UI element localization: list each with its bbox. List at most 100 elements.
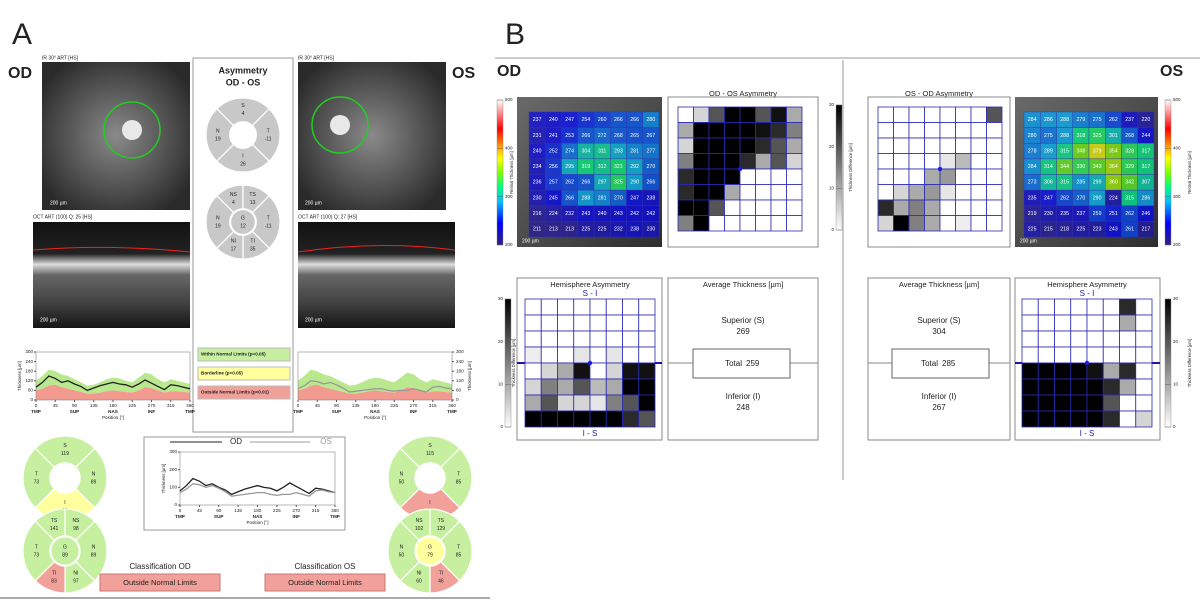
thickness-value: 329: [1125, 164, 1134, 170]
difference-cell: [908, 106, 925, 123]
difference-cell: [557, 362, 575, 380]
thickness-value: 270: [614, 195, 623, 201]
difference-cell: [1102, 346, 1120, 364]
sector-value: 119: [61, 451, 69, 457]
difference-cell: [724, 106, 741, 123]
difference-cell: [540, 314, 558, 332]
thickness-value: 354: [1109, 148, 1118, 154]
box-title: Hemisphere Asymmetry: [1047, 280, 1127, 289]
scale-label: 200 µm: [305, 317, 322, 323]
difference-cell: [1102, 330, 1120, 348]
difference-cell: [955, 153, 972, 170]
colorbar-title: Retinal Thickness [µm]: [509, 151, 514, 193]
box-title: Asymmetry: [218, 65, 267, 75]
scale-label: 200 µm: [522, 238, 539, 244]
x-tick-label: 180: [371, 403, 379, 408]
difference-cell: [908, 215, 925, 232]
sector-label: NI: [417, 571, 422, 577]
thickness-value: 266: [565, 195, 574, 201]
difference-cell: [677, 199, 694, 216]
difference-cell: [893, 199, 910, 216]
difference-cell: [622, 410, 640, 428]
legend-label: Within Normal Limits (p>0.05): [201, 352, 266, 357]
difference-cell: [540, 394, 558, 412]
difference-cell: [924, 122, 941, 139]
difference-cell: [1086, 346, 1104, 364]
difference-cell: [1021, 410, 1039, 428]
difference-cell: [1119, 362, 1137, 380]
layer-boundary: [297, 244, 456, 253]
classification-title: Classification OD: [129, 562, 191, 571]
thickness-value: 277: [647, 148, 656, 154]
thickness-value: 292: [630, 164, 639, 170]
sector-value: 89: [91, 552, 97, 558]
sector: [439, 520, 473, 582]
sector: [399, 560, 431, 594]
sector-label: NI: [73, 571, 78, 577]
difference-cell: [605, 298, 623, 316]
thickness-value: 225: [1077, 227, 1086, 233]
difference-cell: [1135, 362, 1153, 380]
colorbar-label: 20: [1173, 339, 1179, 344]
difference-cell: [939, 184, 956, 201]
sector-value: 79: [427, 552, 433, 558]
difference-cell: [877, 199, 894, 216]
difference-cell: [1021, 330, 1039, 348]
difference-cell: [739, 153, 756, 170]
difference-cell: [573, 314, 591, 332]
difference-cell: [1119, 298, 1137, 316]
sector-label: N: [92, 471, 96, 477]
x-tick-label: 45: [197, 508, 203, 513]
difference-cell: [638, 346, 656, 364]
colorbar-label: 0: [1173, 424, 1176, 429]
difference-cell: [1070, 362, 1088, 380]
x-tick-label: 315: [312, 508, 320, 513]
difference-cell: [1037, 378, 1055, 396]
layer-boundary: [32, 246, 191, 253]
scale-label: 200 µm: [305, 200, 322, 206]
thickness-value: 240: [533, 148, 542, 154]
difference-cell: [739, 215, 756, 232]
colorbar-title: Retinal Thickness [µm]: [1187, 151, 1192, 193]
difference-cell: [524, 378, 542, 396]
thickness-value: 234: [533, 164, 542, 170]
difference-cell: [1135, 314, 1153, 332]
region-label: SUP: [70, 409, 79, 414]
sector: [387, 520, 421, 582]
colorbar-label: 20: [498, 339, 504, 344]
difference-cell: [1119, 410, 1137, 428]
sector-label: TS: [249, 192, 256, 198]
average-value: 259: [746, 359, 760, 368]
difference-cell: [755, 184, 772, 201]
difference-cell: [986, 137, 1003, 154]
difference-cell: [770, 199, 787, 216]
sector-label: NS: [230, 192, 238, 198]
average-label: Inferior (I): [922, 392, 957, 401]
thickness-value: 224: [549, 211, 558, 217]
panel-letter: A: [12, 18, 32, 51]
y-tick-label: 60: [456, 388, 462, 393]
panel-letter: B: [505, 18, 525, 51]
thickness-value: 317: [1142, 164, 1151, 170]
y-tick-label: 240: [25, 359, 33, 364]
difference-cell: [1070, 394, 1088, 412]
thickness-value: 288: [582, 195, 591, 201]
difference-cell: [739, 122, 756, 139]
difference-cell: [557, 298, 575, 316]
difference-cell: [1054, 314, 1072, 332]
y-tick-label: 0: [30, 397, 33, 402]
difference-cell: [1021, 394, 1039, 412]
y-tick-label: 120: [25, 378, 33, 383]
thickness-value: 267: [647, 133, 656, 139]
scale-label: 200 µm: [40, 317, 57, 323]
difference-cell: [770, 106, 787, 123]
difference-cell: [1037, 330, 1055, 348]
difference-cell: [877, 106, 894, 123]
difference-cell: [877, 137, 894, 154]
difference-cell: [786, 153, 803, 170]
label: OCT ART (100) Q: 25 [HS]: [33, 214, 93, 220]
x-tick-label: 135: [352, 403, 360, 408]
region-label: SUP: [332, 409, 341, 414]
sector-label: I: [429, 500, 430, 506]
